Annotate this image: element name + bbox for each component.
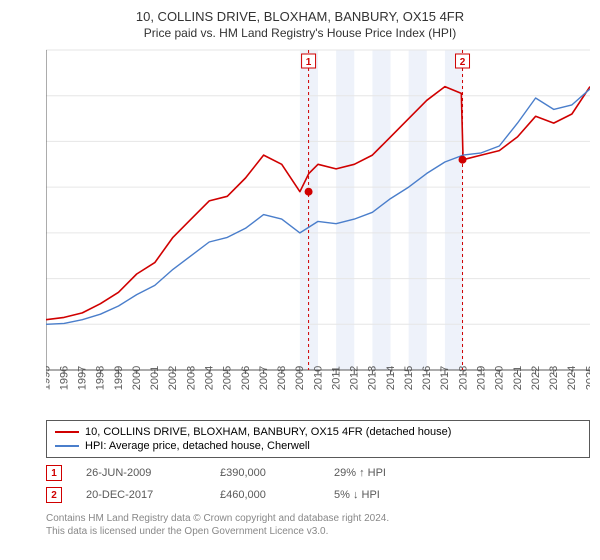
svg-text:2006: 2006 bbox=[240, 366, 252, 390]
sales-table: 1 26-JUN-2009 £390,000 29% ↑ HPI 2 20-DEC-201… bbox=[46, 462, 590, 506]
legend-label: 10, COLLINS DRIVE, BLOXHAM, BANBURY, OX1… bbox=[85, 426, 451, 438]
legend-swatch bbox=[55, 445, 79, 447]
chart-subtitle: Price paid vs. HM Land Registry's House … bbox=[0, 26, 600, 44]
legend-item: HPI: Average price, detached house, Cher… bbox=[55, 439, 581, 453]
svg-text:2007: 2007 bbox=[258, 366, 270, 390]
legend-swatch bbox=[55, 431, 79, 433]
svg-text:2022: 2022 bbox=[530, 366, 542, 390]
sale-row: 2 20-DEC-2017 £460,000 5% ↓ HPI bbox=[46, 484, 590, 506]
sale-delta: 29% ↑ HPI bbox=[334, 467, 386, 479]
svg-text:1998: 1998 bbox=[95, 366, 107, 390]
svg-text:2008: 2008 bbox=[276, 366, 288, 390]
svg-text:2023: 2023 bbox=[548, 366, 560, 390]
line-chart: £0£100K£200K£300K£400K£500K£600K£700K199… bbox=[46, 44, 590, 414]
footer-line1: Contains HM Land Registry data © Crown c… bbox=[46, 512, 590, 525]
legend: 10, COLLINS DRIVE, BLOXHAM, BANBURY, OX1… bbox=[46, 420, 590, 458]
footer-line2: This data is licensed under the Open Gov… bbox=[46, 525, 590, 538]
svg-text:2020: 2020 bbox=[494, 366, 506, 390]
sale-date: 20-DEC-2017 bbox=[86, 489, 196, 501]
svg-text:2012: 2012 bbox=[349, 366, 361, 390]
svg-text:2017: 2017 bbox=[439, 366, 451, 390]
sale-delta: 5% ↓ HPI bbox=[334, 489, 380, 501]
sale-marker: 2 bbox=[46, 487, 62, 503]
sale-row: 1 26-JUN-2009 £390,000 29% ↑ HPI bbox=[46, 462, 590, 484]
sale-price: £390,000 bbox=[220, 467, 310, 479]
svg-text:1996: 1996 bbox=[58, 366, 70, 390]
svg-text:2021: 2021 bbox=[512, 366, 524, 390]
sale-date: 26-JUN-2009 bbox=[86, 467, 196, 479]
svg-text:2025: 2025 bbox=[584, 366, 590, 390]
sale-marker: 1 bbox=[46, 465, 62, 481]
svg-text:2015: 2015 bbox=[403, 366, 415, 390]
chart-area: £0£100K£200K£300K£400K£500K£600K£700K199… bbox=[46, 44, 590, 414]
svg-text:2018: 2018 bbox=[457, 366, 469, 390]
svg-text:2009: 2009 bbox=[294, 366, 306, 390]
svg-text:2003: 2003 bbox=[185, 366, 197, 390]
svg-text:1995: 1995 bbox=[46, 366, 52, 390]
svg-text:2010: 2010 bbox=[312, 366, 324, 390]
legend-item: 10, COLLINS DRIVE, BLOXHAM, BANBURY, OX1… bbox=[55, 425, 581, 439]
svg-text:2013: 2013 bbox=[367, 366, 379, 390]
svg-text:2000: 2000 bbox=[131, 366, 143, 390]
svg-text:2002: 2002 bbox=[167, 366, 179, 390]
svg-text:2004: 2004 bbox=[203, 366, 215, 390]
svg-text:1999: 1999 bbox=[113, 366, 125, 390]
svg-text:1997: 1997 bbox=[77, 366, 89, 390]
footer-attribution: Contains HM Land Registry data © Crown c… bbox=[46, 512, 590, 538]
svg-text:2014: 2014 bbox=[385, 366, 397, 390]
svg-text:2: 2 bbox=[460, 57, 466, 68]
svg-text:2019: 2019 bbox=[476, 366, 488, 390]
svg-text:2001: 2001 bbox=[149, 366, 161, 390]
chart-title: 10, COLLINS DRIVE, BLOXHAM, BANBURY, OX1… bbox=[0, 0, 600, 26]
svg-text:2024: 2024 bbox=[566, 366, 578, 390]
svg-text:1: 1 bbox=[306, 57, 312, 68]
sale-price: £460,000 bbox=[220, 489, 310, 501]
legend-label: HPI: Average price, detached house, Cher… bbox=[85, 440, 310, 452]
svg-text:2016: 2016 bbox=[421, 366, 433, 390]
svg-text:2005: 2005 bbox=[222, 366, 234, 390]
